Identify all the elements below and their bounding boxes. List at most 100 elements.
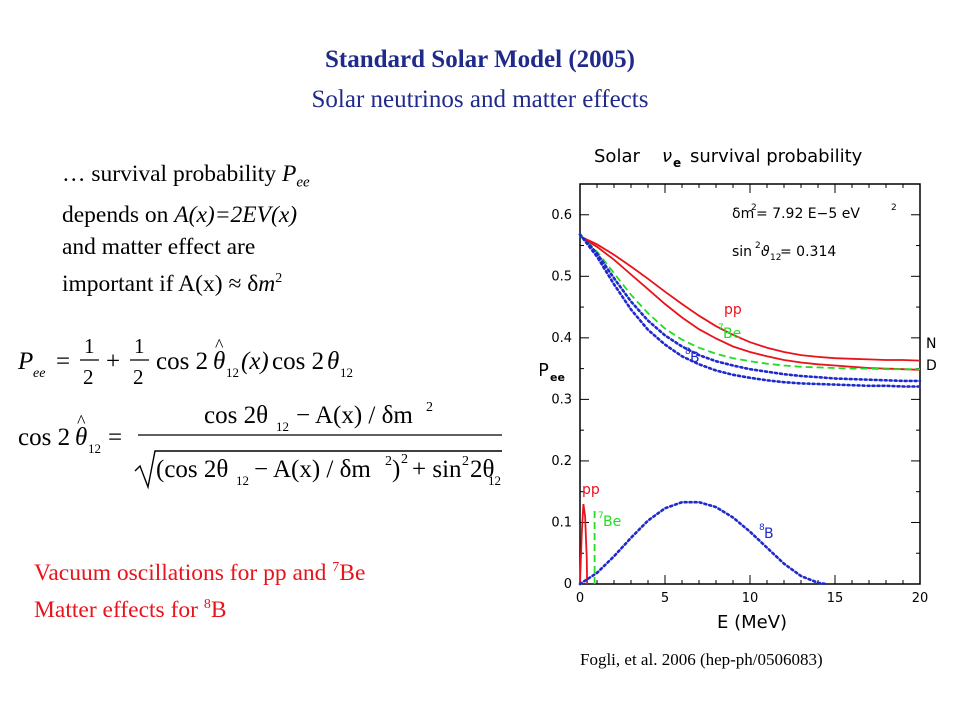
curve-7be: [579, 233, 920, 371]
x-tick-label: 0: [576, 591, 584, 606]
eq1-frac2-num: 1: [134, 334, 145, 358]
eq2-den-sub12: 12: [236, 473, 249, 488]
survival-probability-chart: Solar ν e survival probability 0 5 10 15 200…: [540, 146, 937, 633]
eq2-den-sup2c: 2: [462, 454, 469, 469]
intro-text: … survival probability: [62, 161, 282, 187]
eq1-equals: =: [56, 348, 70, 375]
eq1-sub12b: 12: [340, 365, 353, 380]
curve-pp: [579, 235, 921, 362]
equation-1: P ee = 1 2 + 1 2 cos 2 θ ^ 12 (x) cos 2 …: [17, 334, 353, 389]
eq2-lhs-cos: cos 2: [18, 424, 70, 451]
eq1-sub12: 12: [226, 365, 239, 380]
conclusion-line-2: Matter effects for 8B: [34, 589, 365, 626]
isotope-sup: 8: [203, 596, 211, 612]
label-d: D: [926, 358, 937, 374]
eq1-cos: cos 2: [156, 348, 208, 375]
param-sin-b: ϑ: [761, 244, 770, 260]
eq1-cos2: cos 2: [272, 348, 324, 375]
chart-title: Solar ν e survival probability: [594, 146, 863, 170]
conclusion-line-1: Vacuum oscillations for pp and 7Be: [34, 552, 365, 589]
label-n: N: [926, 336, 936, 352]
eq2-theta-hat: θ: [75, 424, 87, 451]
eq2-den-tail: 2θ: [470, 456, 494, 483]
y-tick-label: 0.2: [551, 454, 572, 469]
eq2-den-sup2: 2: [385, 454, 392, 469]
hat-accent: ^: [215, 335, 224, 355]
spectrum-8b-spectrum: [578, 500, 828, 586]
label-8b-spectrum: B: [764, 526, 774, 542]
spectra-curves: [578, 500, 828, 586]
intro-paragraph: … survival probability Pee depends on A(…: [62, 158, 310, 300]
equation-2: cos 2 θ ^ 12 = cos 2θ 12 − A(x) / δm 2 (…: [18, 400, 502, 490]
eq1-theta: θ: [327, 348, 339, 375]
intro-text: important if A(x): [62, 270, 229, 297]
label-7be: Be: [723, 326, 741, 342]
ylabel: P: [540, 360, 549, 381]
eq1-frac1-num: 1: [84, 334, 95, 358]
chart-title-a: Solar: [594, 146, 640, 167]
label-pp: pp: [724, 302, 742, 318]
param-dm2-a: δm: [732, 206, 754, 222]
symbol-m: m: [258, 270, 276, 297]
label-8b: B: [690, 350, 700, 366]
y-tick-label: 0.6: [551, 208, 572, 223]
param-sin-sub: 12: [770, 253, 781, 263]
delta-symbol: δ: [241, 270, 259, 297]
eq2-sub12: 12: [88, 441, 101, 456]
param-sin-a: sin: [732, 244, 752, 260]
symbol-p: P: [281, 161, 297, 187]
eq2-num-sup2: 2: [426, 400, 433, 415]
eq2-equals: =: [108, 424, 122, 451]
x-tick-label: 5: [661, 591, 669, 606]
eq1-frac1-den: 2: [83, 365, 94, 389]
formula-a-of-x: A(x)=2EV(x): [174, 201, 298, 228]
intro-line-4: important if A(x) ≈ δm2: [62, 263, 310, 300]
eq1-lhs: P: [17, 348, 33, 375]
curve-labels: pp 7 Be 8 B N D pp 7 Be 8 B: [582, 302, 937, 542]
label-7be-spectrum: Be: [603, 514, 621, 530]
slide-subtitle: Solar neutrinos and matter effects: [311, 86, 649, 113]
conclusion-text-part: Vacuum oscillations for pp and: [34, 559, 333, 586]
eq1-theta-hat: θ: [213, 348, 225, 375]
x-tick-label: 15: [827, 591, 844, 606]
chart-title-nu-sub: e: [673, 156, 681, 170]
ylabel-sub: ee: [550, 371, 565, 384]
label-7be-sup: 7: [718, 323, 724, 333]
x-tick-label: 10: [742, 591, 759, 606]
y-tick-label: 0.1: [551, 515, 572, 530]
sqrt-sign: [134, 450, 502, 490]
y-tick-label: 0.5: [551, 269, 572, 284]
param-dm2-sup: 2: [751, 203, 757, 213]
label-pp-spectrum: pp: [582, 482, 600, 498]
survival-curves: [578, 233, 922, 388]
citation: Fogli, et al. 2006 (hep-ph/0506083): [580, 650, 823, 669]
chart-title-b: survival probability: [690, 146, 863, 167]
slide-title: Standard Solar Model (2005): [325, 46, 635, 73]
conclusion-text: Vacuum oscillations for pp and 7Be Matte…: [34, 552, 365, 626]
label-8b-sup: 8: [685, 347, 691, 357]
eq1-lhs-sub: ee: [33, 366, 45, 381]
approx-symbol: ≈: [228, 270, 242, 297]
intro-line-3: and matter effect are: [62, 233, 256, 260]
y-tick-label: 0: [564, 577, 572, 592]
curve-8b: [578, 233, 922, 383]
hat-accent: ^: [77, 411, 86, 431]
equations: P ee = 1 2 + 1 2 cos 2 θ ^ 12 (x) cos 2 …: [17, 334, 502, 490]
label-8b-spec-sup: 8: [759, 523, 765, 533]
eq2-den-plus: + sin: [412, 456, 462, 483]
param-sin-sup: 2: [755, 241, 761, 251]
y-axis-label: P ee: [540, 360, 565, 384]
isotope-name: Be: [339, 559, 366, 586]
chart-title-nu: ν: [662, 146, 672, 167]
eq2-den-sub12b: 12: [488, 473, 501, 488]
eq2-num-sub12: 12: [276, 419, 289, 434]
eq1-plus: +: [106, 348, 120, 375]
param-sin-c: = 0.314: [780, 244, 836, 260]
curve-8b-d: [578, 233, 922, 388]
eq2-den-close: ): [392, 456, 400, 483]
eq2-numerator: cos 2θ: [204, 402, 268, 429]
intro-text: depends on: [62, 201, 175, 228]
intro-line-2: depends on A(x)=2EV(x): [62, 199, 310, 231]
param-dm2-sup2: 2: [891, 203, 897, 213]
